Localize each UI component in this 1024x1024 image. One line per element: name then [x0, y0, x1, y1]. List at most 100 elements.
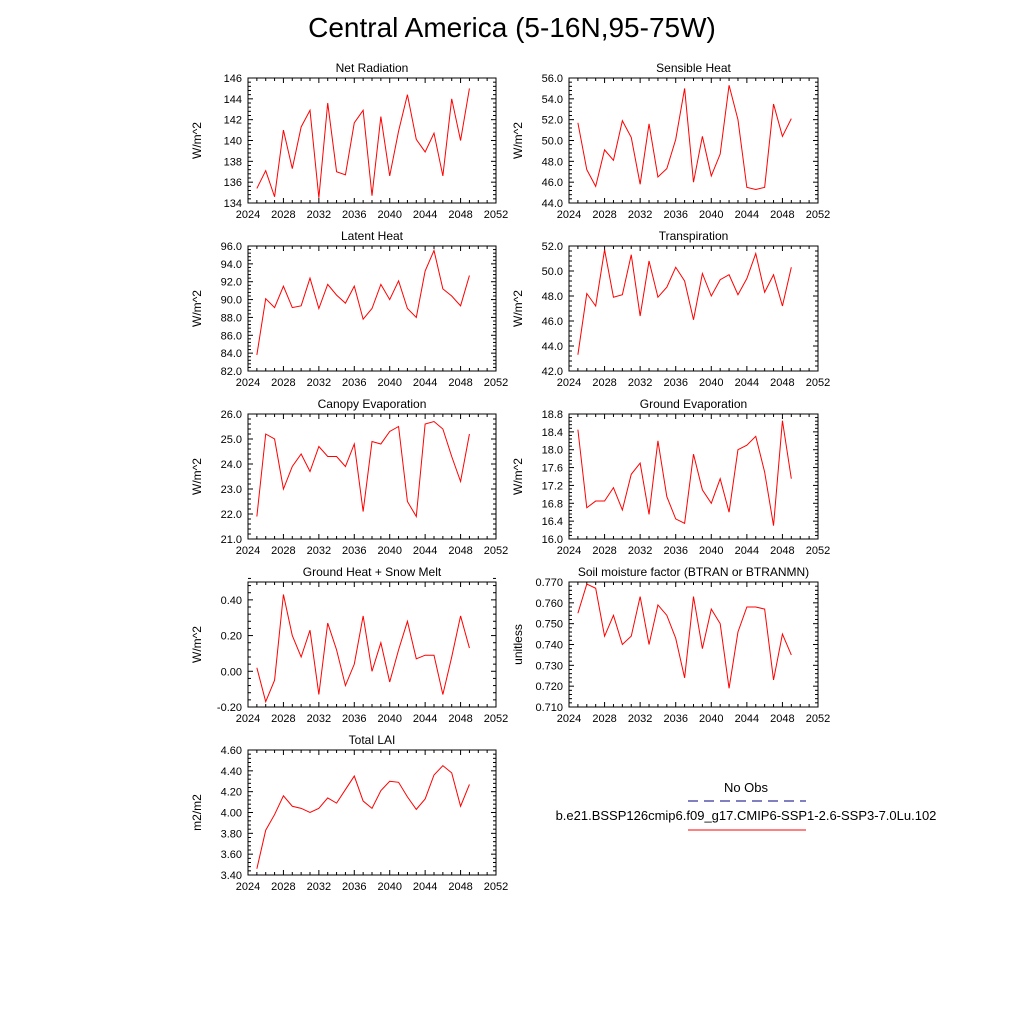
x-tick-label: 2032	[307, 713, 331, 725]
x-tick-label: 2052	[806, 545, 830, 557]
chart-panel: Total LAI m2/m2 2024 2028 2032 2036 2040 2044 20…	[190, 733, 508, 893]
panel-title: Soil moisture factor (BTRAN or BTRANMN)	[578, 565, 809, 579]
y-tick-label: 44.0	[542, 198, 563, 210]
y-tick-label: 140	[224, 136, 242, 148]
series-line	[577, 85, 792, 190]
y-tick-label: 4.60	[221, 745, 242, 757]
x-tick-label: 2028	[592, 377, 616, 389]
y-tick-label: 18.0	[542, 445, 563, 457]
x-tick-label: 2048	[448, 881, 472, 893]
panel-title: Transpiration	[659, 229, 729, 243]
series-line	[256, 594, 470, 704]
y-axis-label: unitless	[511, 624, 525, 665]
x-tick-label: 2024	[236, 713, 260, 725]
y-tick-label: 3.60	[221, 849, 242, 861]
y-tick-label: 4.00	[221, 808, 242, 820]
x-tick-label: 2032	[307, 881, 331, 893]
y-tick-label: 0.770	[535, 577, 563, 589]
x-tick-label: 2028	[271, 209, 295, 221]
x-tick-label: 2048	[770, 377, 794, 389]
chart-panel: Transpiration W/m^2 2024 2028 2032 2036 2040 20…	[511, 229, 830, 389]
y-tick-label: 24.0	[221, 459, 242, 471]
y-tick-label: 134	[224, 198, 242, 210]
series-line	[256, 420, 470, 519]
series-line	[577, 249, 792, 355]
x-tick-label: 2036	[663, 713, 687, 725]
x-tick-label: 2036	[663, 209, 687, 221]
x-tick-label: 2024	[236, 377, 260, 389]
x-tick-label: 2028	[592, 209, 616, 221]
y-tick-label: 50.0	[542, 136, 563, 148]
y-tick-label: 52.0	[542, 115, 563, 127]
x-tick-label: 2028	[271, 377, 295, 389]
y-tick-label: 17.2	[542, 480, 563, 492]
y-tick-label: 17.6	[542, 463, 563, 475]
panel-title: Net Radiation	[336, 61, 409, 75]
y-tick-label: 90.0	[221, 295, 242, 307]
y-tick-label: 0.720	[535, 681, 563, 693]
y-tick-label: 42.0	[542, 366, 563, 378]
x-tick-label: 2052	[806, 209, 830, 221]
plot-frame	[247, 749, 497, 876]
series-line	[577, 583, 792, 689]
x-tick-label: 2036	[342, 545, 366, 557]
y-tick-label: 18.8	[542, 409, 563, 421]
x-tick-label: 2044	[413, 545, 437, 557]
y-axis-label: W/m^2	[190, 290, 204, 327]
x-tick-label: 2040	[377, 545, 401, 557]
x-tick-label: 2036	[342, 209, 366, 221]
y-tick-label: 4.20	[221, 787, 242, 799]
x-tick-label: 2024	[236, 209, 260, 221]
y-tick-label: 16.8	[542, 498, 563, 510]
y-tick-label: 23.0	[221, 484, 242, 496]
figure-title: Central America (5-16N,95-75W)	[308, 12, 716, 43]
x-tick-label: 2048	[448, 713, 472, 725]
x-tick-label: 2044	[735, 713, 759, 725]
x-tick-label: 2040	[377, 881, 401, 893]
y-tick-label: 0.740	[535, 640, 563, 652]
x-tick-label: 2048	[448, 209, 472, 221]
y-axis-label: W/m^2	[511, 122, 525, 159]
y-tick-label: 50.0	[542, 266, 563, 278]
x-tick-label: 2040	[377, 209, 401, 221]
panel-title: Ground Evaporation	[640, 397, 747, 411]
y-tick-label: 44.0	[542, 341, 563, 353]
y-tick-label: 26.0	[221, 409, 242, 421]
x-tick-label: 2024	[557, 209, 581, 221]
chart-panel: Net Radiation W/m^2 2024 2028 2032 2036 2040 20…	[190, 61, 508, 221]
x-tick-label: 2032	[307, 377, 331, 389]
x-tick-label: 2048	[448, 377, 472, 389]
x-tick-label: 2036	[342, 881, 366, 893]
y-tick-label: 52.0	[542, 241, 563, 253]
chart-panel: Canopy Evaporation W/m^2 2024 2028 2032 2036 2…	[190, 397, 508, 557]
x-tick-label: 2028	[271, 881, 295, 893]
series-line	[256, 764, 470, 869]
legend: No Obs b.e21.BSSP126cmip6.f09_g17.CMIP6-…	[556, 780, 936, 831]
series-line	[256, 248, 470, 356]
x-tick-label: 2052	[484, 377, 508, 389]
y-tick-label: 84.0	[221, 348, 242, 360]
y-tick-label: 142	[224, 115, 242, 127]
x-tick-label: 2052	[484, 209, 508, 221]
x-tick-label: 2052	[484, 545, 508, 557]
y-tick-label: 136	[224, 177, 242, 189]
y-tick-label: 0.00	[221, 666, 242, 678]
y-tick-label: 21.0	[221, 534, 242, 546]
plot-frame	[568, 245, 819, 372]
y-tick-label: 92.0	[221, 277, 242, 289]
y-tick-label: 48.0	[542, 156, 563, 168]
x-tick-label: 2044	[413, 713, 437, 725]
y-tick-label: 3.40	[221, 870, 242, 882]
y-tick-label: 0.40	[221, 595, 242, 607]
x-tick-label: 2040	[699, 377, 723, 389]
y-tick-label: 138	[224, 156, 242, 168]
x-tick-label: 2040	[377, 377, 401, 389]
y-axis-label: W/m^2	[190, 458, 204, 495]
x-tick-label: 2044	[413, 881, 437, 893]
y-tick-label: 4.40	[221, 766, 242, 778]
x-tick-label: 2044	[735, 209, 759, 221]
series-line	[256, 88, 470, 198]
x-tick-label: 2032	[307, 545, 331, 557]
x-tick-label: 2044	[413, 209, 437, 221]
